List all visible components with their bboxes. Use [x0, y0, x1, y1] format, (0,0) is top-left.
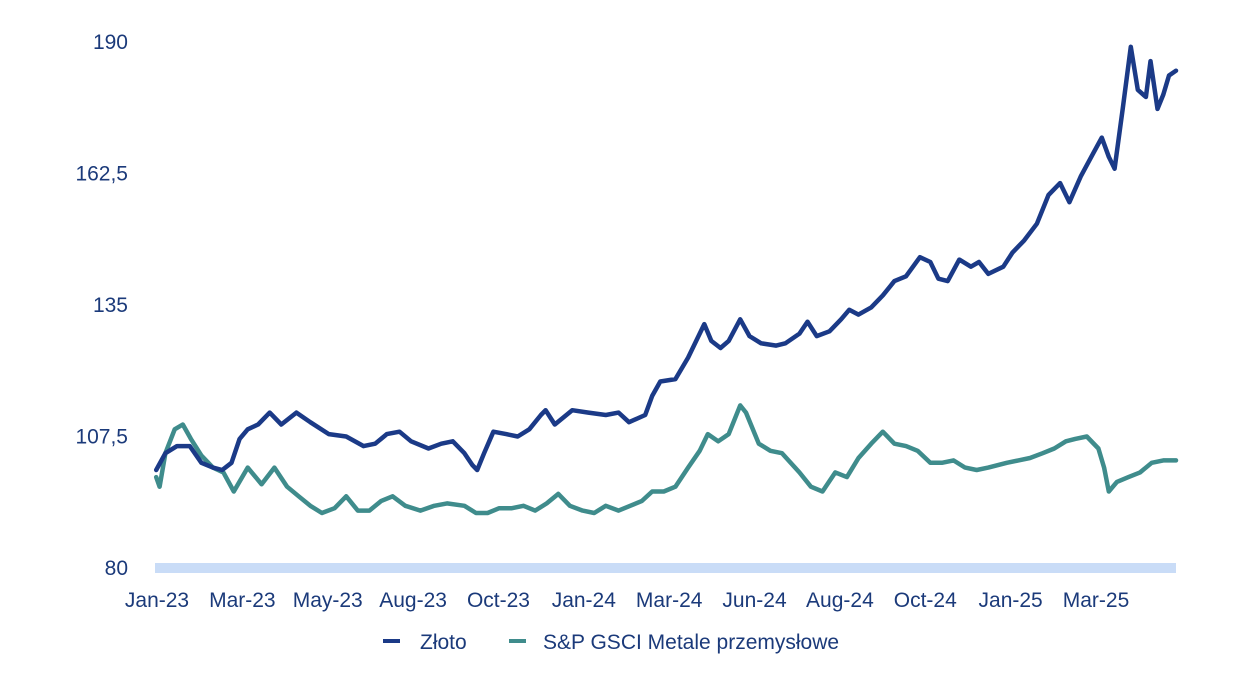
x-tick-label: Mar-24	[636, 589, 703, 612]
x-tick-label: Aug-24	[806, 589, 874, 612]
legend-label-gsci: S&P GSCI Metale przemysłowe	[543, 631, 839, 654]
x-axis-ticks: Jan-23 Mar-23 May-23 Aug-23 Oct-23 Jan-24 Mar-…	[125, 589, 1129, 612]
x-tick-label: Oct-23	[467, 589, 530, 612]
series-line-zloto	[153, 44, 1179, 473]
x-tick-label: Mar-23	[209, 589, 276, 612]
legend-label-zloto: Złoto	[420, 631, 467, 654]
y-tick-label: 190	[93, 31, 128, 54]
x-tick-label: Oct-24	[894, 589, 957, 612]
y-axis-ticks: 80 107,5 135 162,5 190	[75, 31, 128, 580]
series-line-gsci	[153, 403, 1179, 516]
x-tick-label: Jan-25	[979, 589, 1043, 612]
x-tick-label: May-23	[293, 589, 363, 612]
legend: Złoto S&P GSCI Metale przemysłowe	[383, 631, 839, 654]
x-tick-label: Aug-23	[379, 589, 447, 612]
x-tick-label: Jan-23	[125, 589, 189, 612]
series-layer	[153, 44, 1179, 516]
y-tick-label: 135	[93, 294, 128, 317]
y-tick-label: 107,5	[75, 426, 128, 449]
x-axis-band	[155, 563, 1176, 573]
x-tick-label: Jun-24	[722, 589, 787, 612]
x-tick-label: Mar-25	[1063, 589, 1130, 612]
y-tick-label: 162,5	[75, 163, 128, 186]
x-tick-label: Jan-24	[552, 589, 617, 612]
y-tick-label: 80	[105, 557, 128, 580]
